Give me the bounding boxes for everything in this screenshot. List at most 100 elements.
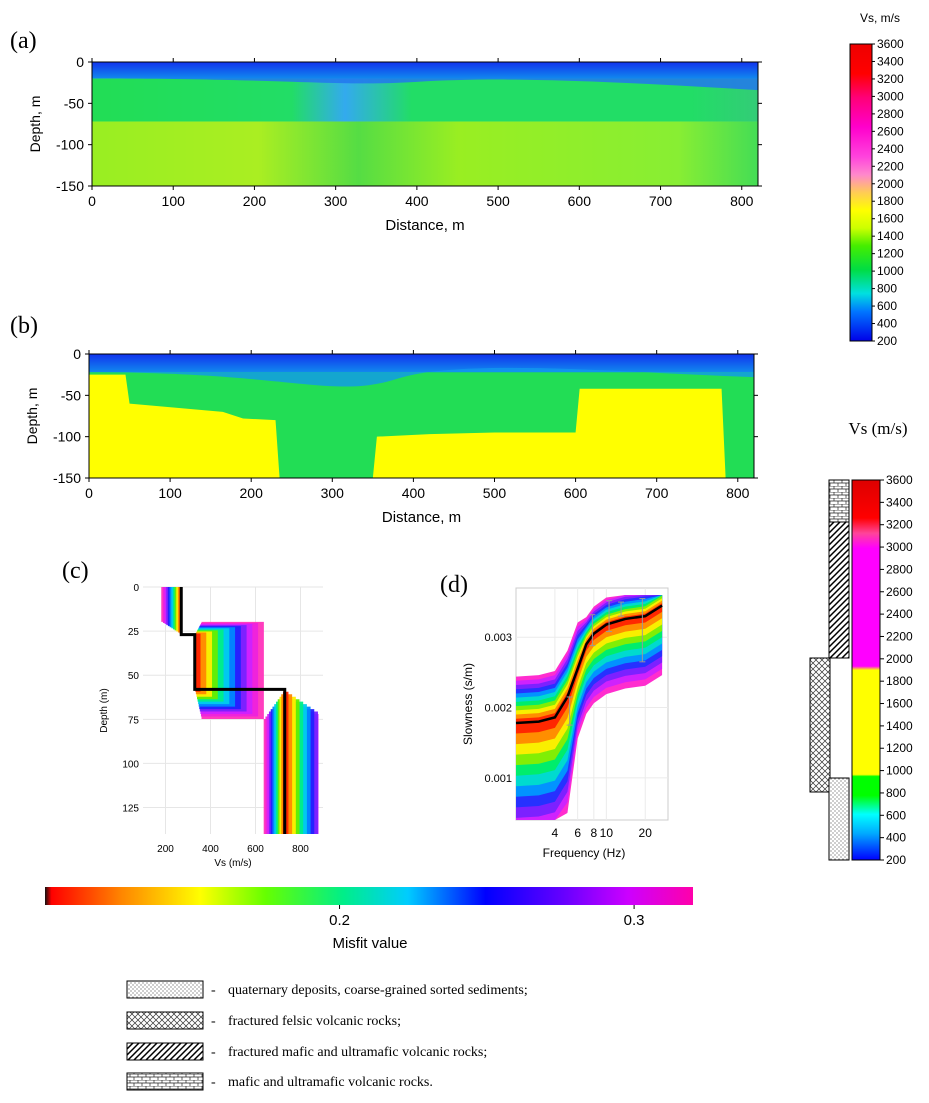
observed-dispersion-curve bbox=[515, 604, 663, 725]
legend-swatch bbox=[126, 1042, 204, 1061]
panel-d: 0.001 0.002 0.003 4 6 8 10 20 Frequency (Hz) Slow… bbox=[461, 587, 669, 860]
plot-frame bbox=[91, 61, 759, 187]
y-tick-label: -100 bbox=[56, 137, 84, 153]
colorbar-tick-label: 3400 bbox=[886, 495, 913, 509]
colorbar-tick-label: 400 bbox=[886, 831, 906, 845]
y-tick-label: 75 bbox=[128, 715, 140, 726]
colorbar-tick-label: 2400 bbox=[877, 142, 904, 156]
vs-colorbar bbox=[851, 479, 881, 861]
legend-text: fractured felsic volcanic rocks; bbox=[228, 1014, 401, 1029]
vs-colorbar bbox=[849, 43, 873, 342]
colorbar-tick-label: 2800 bbox=[886, 562, 913, 576]
y-tick-label: 0 bbox=[133, 583, 139, 594]
legend-text: mafic and ultramafic volcanic rocks. bbox=[228, 1075, 433, 1090]
lithology-dots bbox=[828, 777, 850, 861]
y-tick-label: -150 bbox=[56, 178, 84, 194]
panel-label-a: (a) bbox=[10, 28, 37, 54]
x-tick-label: 500 bbox=[483, 485, 507, 501]
velocity-layer bbox=[89, 354, 754, 373]
x-tick-label: 700 bbox=[649, 193, 673, 209]
colorbar-tick-label: 2000 bbox=[877, 177, 904, 191]
colorbar-tick-label: 600 bbox=[886, 808, 906, 822]
legend-swatch bbox=[126, 1072, 204, 1091]
x-tick-label: 8 bbox=[590, 826, 597, 840]
colorbar-tick-label: 1200 bbox=[886, 741, 913, 755]
colorbar-tick-label: 1000 bbox=[877, 264, 904, 278]
panel-c: 0 25 50 75 100 125 200 400 600 800 Vs (m/s) Depth (… bbox=[99, 583, 323, 869]
y-tick-label: -150 bbox=[53, 470, 81, 486]
x-tick-label: 4 bbox=[552, 826, 559, 840]
colorbar-title: Vs (m/s) bbox=[848, 419, 907, 438]
x-tick-label: 400 bbox=[405, 193, 429, 209]
colorbar-tick-label: 3600 bbox=[886, 473, 913, 487]
x-tick-label: 400 bbox=[202, 844, 219, 855]
y-tick-label: 0.002 bbox=[484, 703, 512, 715]
velocity-layer bbox=[92, 121, 758, 186]
x-tick-label: 10 bbox=[600, 826, 614, 840]
velocity-layer bbox=[92, 78, 758, 122]
colorbar-tick-label: 3200 bbox=[886, 518, 913, 532]
panel-a: 0 100 200 300 400 500 600 700 800 0 -50 -100 -150 Dis… bbox=[27, 54, 762, 234]
x-tick-label: 800 bbox=[730, 193, 754, 209]
lithology-cross bbox=[809, 657, 831, 793]
colorbar-tick-label: 2200 bbox=[877, 159, 904, 173]
colorbar-tick-label: 1000 bbox=[886, 764, 913, 778]
x-axis-label: Distance, m bbox=[382, 509, 461, 526]
y-tick-label: 25 bbox=[128, 627, 140, 638]
legend-dash: - bbox=[211, 1014, 216, 1029]
colorbar-tick-label: 1600 bbox=[877, 212, 904, 226]
x-tick-label: 100 bbox=[162, 193, 186, 209]
x-tick-label: 300 bbox=[321, 485, 345, 501]
x-axis-label: Vs (m/s) bbox=[214, 858, 251, 869]
y-tick-label: 0.001 bbox=[484, 773, 512, 785]
colorbar-tick-label: 1800 bbox=[877, 194, 904, 208]
colorbar-tick-label: 3600 bbox=[877, 37, 904, 51]
legend-dash: - bbox=[211, 1045, 216, 1060]
velocity-layer bbox=[92, 62, 758, 79]
colorbar-tick-label: 1400 bbox=[877, 229, 904, 243]
x-tick-label: 600 bbox=[247, 844, 264, 855]
misfit-colorbar bbox=[45, 887, 693, 905]
x-tick-label: 200 bbox=[240, 485, 264, 501]
x-tick-label: 500 bbox=[486, 193, 510, 209]
x-tick-label: 300 bbox=[324, 193, 348, 209]
x-axis-label: Distance, m bbox=[385, 217, 464, 234]
x-tick-label: 0 bbox=[88, 193, 96, 209]
y-axis-label: Depth, m bbox=[24, 388, 40, 445]
x-tick-label: 6 bbox=[574, 826, 581, 840]
colorbar-tick-label: 3000 bbox=[877, 89, 904, 103]
colorbar-tick-label: 1600 bbox=[886, 697, 913, 711]
y-tick-label: 0 bbox=[76, 54, 84, 70]
y-tick-label: -50 bbox=[64, 95, 84, 111]
legend-dash: - bbox=[211, 1075, 216, 1090]
x-tick-label: 20 bbox=[639, 826, 653, 840]
y-tick-label: 50 bbox=[128, 671, 140, 682]
colorbar-tick-label: 200 bbox=[886, 853, 906, 867]
lithology-legend: - quaternary deposits, coarse-grained sor… bbox=[126, 980, 528, 1091]
x-tick-label: 800 bbox=[292, 844, 309, 855]
x-tick-label: 100 bbox=[158, 485, 182, 501]
colorbar-tick-label: 2400 bbox=[886, 607, 913, 621]
low-velocity-zone bbox=[92, 78, 758, 91]
colorbar-tick-label: 800 bbox=[877, 282, 897, 296]
best-vs-model bbox=[179, 587, 287, 834]
colorbar-tick-label: 0.2 bbox=[329, 912, 350, 929]
colorbar-tick-label: 800 bbox=[886, 786, 906, 800]
colorbar-title: Misfit value bbox=[332, 935, 407, 952]
colorbar-tick-label: 3000 bbox=[886, 540, 913, 554]
colorbar-tick-label: 1800 bbox=[886, 674, 913, 688]
legend-swatch bbox=[126, 980, 204, 999]
legend-text: quaternary deposits, coarse-grained sort… bbox=[228, 983, 528, 998]
colorbar-tick-label: 600 bbox=[877, 299, 897, 313]
low-velocity-zone bbox=[89, 367, 754, 387]
y-tick-label: 0.003 bbox=[484, 632, 512, 644]
colorbar-tick-label: 2600 bbox=[886, 585, 913, 599]
y-tick-label: 0 bbox=[73, 346, 81, 362]
y-axis-label: Depth, m bbox=[27, 96, 43, 153]
colorbar-tick-label: 2000 bbox=[886, 652, 913, 666]
x-tick-label: 800 bbox=[726, 485, 750, 501]
x-tick-label: 200 bbox=[157, 844, 174, 855]
x-tick-label: 200 bbox=[243, 193, 267, 209]
colorbar-tick-label: 400 bbox=[877, 317, 897, 331]
